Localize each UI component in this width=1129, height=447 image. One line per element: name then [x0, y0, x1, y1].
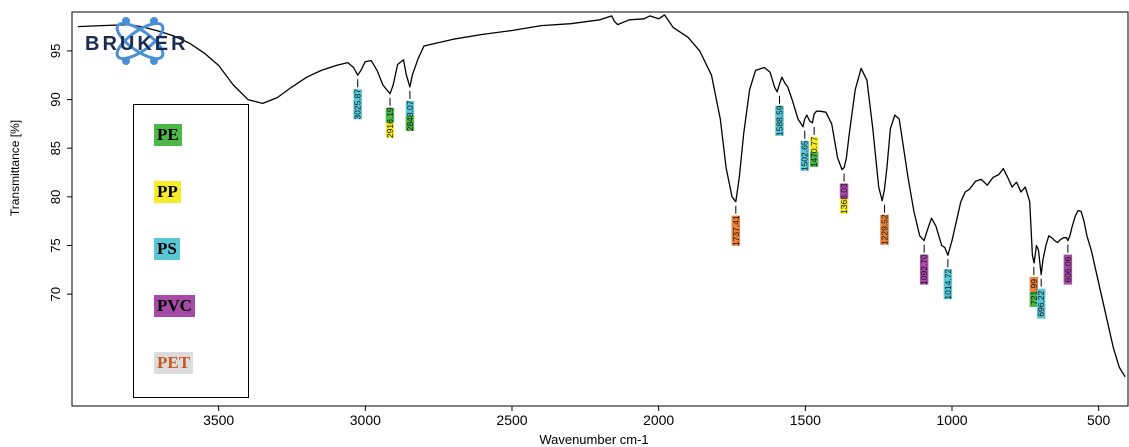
peak-label-text: 1368.03 [839, 183, 849, 214]
atom-orbit-icon [115, 17, 165, 65]
y-tick-label: 80 [48, 190, 63, 204]
peak-label-bg-bottom [839, 198, 849, 214]
peak-label-text: 1470.77 [809, 136, 819, 167]
peak-annotations: 3025.87 2916.19 2848.07 1737.41 1588.59 1502.… [353, 79, 1073, 319]
peak-label-bg [943, 269, 953, 300]
legend-item-pp: PP [154, 181, 181, 203]
peak-label: 3025.87 [353, 89, 363, 120]
peak-label: 1737.41 [731, 215, 741, 246]
peak-label-bg-bottom [809, 151, 819, 167]
y-tick-label: 75 [48, 238, 63, 252]
peak-label-text: 1014.72 [943, 269, 953, 300]
peak-label-bg [731, 215, 741, 246]
peak-label-text: 1502.65 [800, 140, 810, 171]
legend-item-ps: PS [154, 238, 180, 260]
logo-text: BRUKER [85, 33, 189, 55]
peak-label-text: 1092.70 [919, 254, 929, 285]
peak-label: 1470.77 [809, 136, 819, 167]
peak-label-bg-top [809, 136, 819, 152]
x-tick-label: 3500 [203, 412, 234, 428]
y-tick-label: 70 [48, 287, 63, 301]
peak-label-bg-bottom [405, 115, 415, 131]
spectrum-line [77, 14, 1126, 378]
legend-item-pe: PE [154, 124, 182, 146]
y-tick-label: 85 [48, 141, 63, 155]
peak-label-bg-top [839, 183, 849, 199]
legend-item-pet: PET [154, 352, 194, 374]
x-tick-label: 1500 [790, 412, 821, 428]
plot-border [71, 11, 1129, 407]
peak-label-bg [1063, 254, 1073, 285]
peak-label-text: 1588.59 [775, 105, 785, 136]
x-tick-label: 2500 [496, 412, 527, 428]
y-axis-label: Transmittance [%] [8, 120, 22, 216]
x-tick-label: 500 [1087, 412, 1111, 428]
bruker-logo: BRUKER [84, 12, 246, 70]
peak-label: 1092.70 [919, 254, 929, 285]
x-tick-label: 1000 [936, 412, 967, 428]
peak-label-text: 721.99 [1029, 279, 1039, 305]
peak-label-bg [775, 105, 784, 136]
peak-label-bg [919, 254, 929, 285]
peak-label-text: 1737.41 [731, 215, 741, 246]
peak-label-text: 606.06 [1063, 256, 1073, 282]
y-tick-label: 95 [48, 44, 63, 58]
peak-label: 2848.07 [405, 100, 415, 131]
peak-label-text: 2916.19 [385, 107, 395, 138]
plot-frame [71, 11, 1129, 407]
peak-label-bg-top [405, 100, 415, 116]
peak-label-text: 2848.07 [405, 100, 415, 131]
peak-label: 1229.52 [880, 214, 890, 245]
peak-label-bg-bottom [385, 122, 395, 138]
peak-label-bg [353, 89, 362, 120]
x-tick-label: 2000 [643, 412, 674, 428]
peak-label-text: 3025.87 [353, 89, 363, 120]
peak-label: 696.22 [1036, 288, 1046, 319]
x-tick-label: 3000 [350, 412, 381, 428]
x-axis-label: Wavenumber cm-1 [539, 432, 648, 447]
spectrum-series [77, 14, 1126, 378]
peak-label-bg [880, 214, 889, 245]
peak-label-bg-top [385, 107, 395, 123]
peak-label: 1368.03 [839, 183, 849, 214]
legend: PE PP PS PVC PET [133, 104, 249, 398]
peak-label-bg [1036, 288, 1046, 319]
legend-item-pvc: PVC [154, 295, 195, 317]
peak-label: 606.06 [1063, 254, 1073, 285]
peak-label-text: 696.22 [1036, 290, 1046, 316]
peak-label: 721.99 [1029, 276, 1039, 307]
peak-label: 1014.72 [943, 269, 953, 300]
y-tick-label: 90 [48, 92, 63, 106]
peak-label-bg-bottom [1029, 291, 1039, 307]
y-axis-ticks: 95 90 85 80 75 70 [48, 44, 72, 301]
peak-label: 2916.19 [385, 107, 395, 138]
peak-label: 1588.59 [775, 105, 785, 136]
peak-label-bg-top [1029, 276, 1039, 292]
peak-label-text: 1229.52 [880, 214, 890, 245]
peak-label-bg [800, 140, 809, 171]
x-axis-ticks: 3500 3000 2500 2000 1500 1000 500 [203, 406, 1111, 428]
peak-label: 1502.65 [800, 140, 810, 171]
